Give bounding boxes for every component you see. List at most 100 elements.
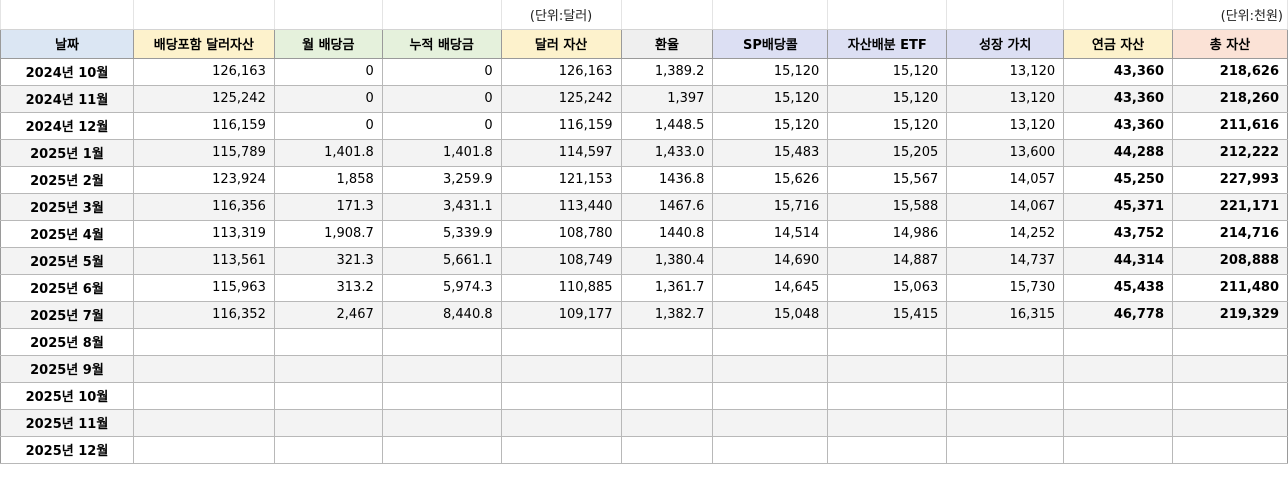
pension-assets-cell[interactable] (1063, 327, 1174, 356)
pension-assets-cell[interactable]: 45,438 (1063, 273, 1174, 302)
exchange-rate-cell[interactable]: 1,389.2 (620, 57, 714, 86)
total-assets-cell[interactable] (1172, 435, 1288, 464)
asset-allocation-etf-cell[interactable]: 15,588 (827, 192, 948, 221)
cumulative-dividend-cell[interactable]: 1,401.8 (381, 138, 502, 167)
monthly-dividend-cell[interactable]: 1,908.7 (273, 219, 383, 248)
cumulative-dividend-cell[interactable]: 8,440.8 (381, 300, 502, 329)
growth-value-cell[interactable]: 14,067 (946, 192, 1065, 221)
sp-dividend-call-cell[interactable]: 15,120 (712, 57, 829, 86)
exchange-rate-cell[interactable]: 1,397 (620, 84, 714, 113)
date-cell[interactable]: 2024년 10월 (0, 57, 134, 86)
dollar-assets-incl-dividend-cell[interactable] (132, 354, 275, 383)
monthly-dividend-cell[interactable] (273, 381, 383, 410)
growth-value-cell[interactable]: 15,730 (946, 273, 1065, 302)
exchange-rate-cell[interactable]: 1467.6 (620, 192, 714, 221)
total-assets-cell[interactable]: 218,626 (1172, 57, 1288, 86)
sp-dividend-call-cell[interactable] (712, 381, 829, 410)
exchange-rate-cell[interactable]: 1,380.4 (620, 246, 714, 275)
monthly-dividend-cell[interactable]: 313.2 (273, 273, 383, 302)
growth-value-cell[interactable]: 13,600 (946, 138, 1065, 167)
total-assets-cell[interactable]: 227,993 (1172, 165, 1288, 194)
header-growth-value[interactable]: 성장 가치 (946, 28, 1065, 59)
total-assets-cell[interactable] (1172, 408, 1288, 437)
growth-value-cell[interactable]: 14,252 (946, 219, 1065, 248)
header-exchange-rate[interactable]: 환율 (620, 28, 714, 59)
pension-assets-cell[interactable] (1063, 354, 1174, 383)
cumulative-dividend-cell[interactable]: 5,974.3 (381, 273, 502, 302)
dollar-assets-cell[interactable]: 114,597 (500, 138, 622, 167)
cumulative-dividend-cell[interactable] (381, 354, 502, 383)
sp-dividend-call-cell[interactable]: 14,645 (712, 273, 829, 302)
growth-value-cell[interactable] (946, 435, 1065, 464)
dollar-assets-incl-dividend-cell[interactable]: 116,159 (132, 111, 275, 140)
growth-value-cell[interactable] (946, 408, 1065, 437)
date-cell[interactable]: 2025년 11월 (0, 408, 134, 437)
header-pension-assets[interactable]: 연금 자산 (1063, 28, 1174, 59)
total-assets-cell[interactable]: 212,222 (1172, 138, 1288, 167)
pension-assets-cell[interactable] (1063, 408, 1174, 437)
asset-allocation-etf-cell[interactable]: 15,063 (827, 273, 948, 302)
monthly-dividend-cell[interactable] (273, 435, 383, 464)
krw-unit-label[interactable]: (단위:천원) (1172, 0, 1288, 30)
total-assets-cell[interactable] (1172, 327, 1288, 356)
date-cell[interactable]: 2025년 1월 (0, 138, 134, 167)
dollar-assets-cell[interactable] (500, 435, 622, 464)
dollar-assets-cell[interactable] (500, 381, 622, 410)
cumulative-dividend-cell[interactable] (381, 381, 502, 410)
asset-allocation-etf-cell[interactable]: 15,120 (827, 84, 948, 113)
pension-assets-cell[interactable]: 45,250 (1063, 165, 1174, 194)
growth-value-cell[interactable] (946, 354, 1065, 383)
date-cell[interactable]: 2025년 8월 (0, 327, 134, 356)
sp-dividend-call-cell[interactable]: 15,120 (712, 84, 829, 113)
asset-allocation-etf-cell[interactable] (827, 435, 948, 464)
header-dollar-assets[interactable]: 달러 자산 (500, 28, 622, 59)
asset-allocation-etf-cell[interactable]: 15,205 (827, 138, 948, 167)
dollar-assets-cell[interactable]: 121,153 (500, 165, 622, 194)
dollar-assets-cell[interactable]: 108,749 (500, 246, 622, 275)
monthly-dividend-cell[interactable] (273, 327, 383, 356)
exchange-rate-cell[interactable] (620, 354, 714, 383)
cumulative-dividend-cell[interactable]: 0 (381, 57, 502, 86)
monthly-dividend-cell[interactable] (273, 354, 383, 383)
exchange-rate-cell[interactable] (620, 327, 714, 356)
cumulative-dividend-cell[interactable] (381, 327, 502, 356)
growth-value-cell[interactable] (946, 327, 1065, 356)
dollar-assets-incl-dividend-cell[interactable]: 113,319 (132, 219, 275, 248)
growth-value-cell[interactable]: 14,057 (946, 165, 1065, 194)
asset-allocation-etf-cell[interactable] (827, 408, 948, 437)
exchange-rate-cell[interactable]: 1440.8 (620, 219, 714, 248)
asset-allocation-etf-cell[interactable]: 15,567 (827, 165, 948, 194)
header-monthly-dividend[interactable]: 월 배당금 (273, 28, 383, 59)
exchange-rate-cell[interactable]: 1,361.7 (620, 273, 714, 302)
pension-assets-cell[interactable]: 43,360 (1063, 84, 1174, 113)
dollar-assets-cell[interactable] (500, 408, 622, 437)
total-assets-cell[interactable]: 214,716 (1172, 219, 1288, 248)
monthly-dividend-cell[interactable]: 171.3 (273, 192, 383, 221)
asset-allocation-etf-cell[interactable] (827, 327, 948, 356)
date-cell[interactable]: 2025년 6월 (0, 273, 134, 302)
pension-assets-cell[interactable]: 44,314 (1063, 246, 1174, 275)
growth-value-cell[interactable] (946, 381, 1065, 410)
pension-assets-cell[interactable]: 43,752 (1063, 219, 1174, 248)
header-dollar-assets-incl-dividend[interactable]: 배당포함 달러자산 (132, 28, 275, 59)
cumulative-dividend-cell[interactable]: 3,259.9 (381, 165, 502, 194)
dollar-assets-cell[interactable] (500, 354, 622, 383)
date-cell[interactable]: 2024년 11월 (0, 84, 134, 113)
dollar-assets-cell[interactable]: 116,159 (500, 111, 622, 140)
dollar-assets-cell[interactable]: 125,242 (500, 84, 622, 113)
total-assets-cell[interactable]: 218,260 (1172, 84, 1288, 113)
exchange-rate-cell[interactable] (620, 381, 714, 410)
growth-value-cell[interactable]: 13,120 (946, 84, 1065, 113)
sp-dividend-call-cell[interactable] (712, 435, 829, 464)
pension-assets-cell[interactable] (1063, 381, 1174, 410)
header-sp-dividend-call[interactable]: SP배당콜 (712, 28, 829, 59)
monthly-dividend-cell[interactable]: 0 (273, 57, 383, 86)
exchange-rate-cell[interactable] (620, 435, 714, 464)
dollar-assets-incl-dividend-cell[interactable]: 125,242 (132, 84, 275, 113)
header-cumulative-dividend[interactable]: 누적 배당금 (381, 28, 502, 59)
growth-value-cell[interactable]: 14,737 (946, 246, 1065, 275)
sp-dividend-call-cell[interactable]: 15,626 (712, 165, 829, 194)
pension-assets-cell[interactable]: 46,778 (1063, 300, 1174, 329)
date-cell[interactable]: 2025년 9월 (0, 354, 134, 383)
exchange-rate-cell[interactable]: 1,433.0 (620, 138, 714, 167)
